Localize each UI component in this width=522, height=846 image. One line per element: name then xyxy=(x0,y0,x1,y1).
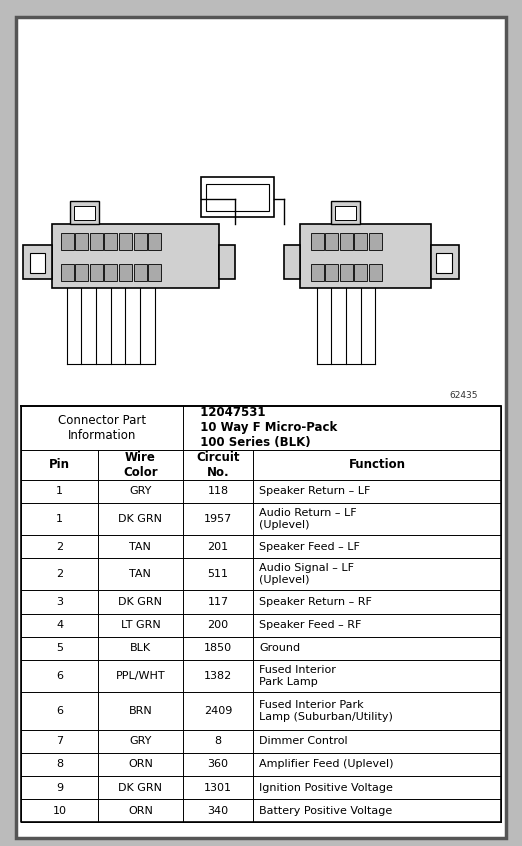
Bar xyxy=(75,264,88,281)
Bar xyxy=(354,233,367,250)
Text: 1382: 1382 xyxy=(204,671,232,681)
Text: Fused Interior
Park Lamp: Fused Interior Park Lamp xyxy=(259,665,336,687)
Text: Pin: Pin xyxy=(49,459,70,471)
Bar xyxy=(201,177,274,217)
Text: Circuit
No.: Circuit No. xyxy=(196,451,240,479)
Text: Audio Return – LF
(Uplevel): Audio Return – LF (Uplevel) xyxy=(259,508,357,530)
Text: 3: 3 xyxy=(56,597,63,607)
Bar xyxy=(148,233,161,250)
Bar xyxy=(331,201,360,224)
Bar xyxy=(148,264,161,281)
Bar xyxy=(23,245,52,279)
Text: 2409: 2409 xyxy=(204,706,232,716)
Text: 511: 511 xyxy=(207,569,229,580)
Text: Wire
Color: Wire Color xyxy=(123,451,158,479)
Bar xyxy=(61,264,74,281)
Bar xyxy=(311,264,324,281)
Bar xyxy=(74,206,95,220)
Text: ORN: ORN xyxy=(128,805,153,816)
Text: LT GRN: LT GRN xyxy=(121,620,160,630)
Bar xyxy=(104,264,117,281)
Bar xyxy=(134,233,147,250)
Bar xyxy=(134,264,147,281)
Bar xyxy=(431,245,459,279)
Bar xyxy=(284,245,300,279)
Text: 1301: 1301 xyxy=(204,783,232,793)
Text: 4: 4 xyxy=(56,620,63,630)
Text: DK GRN: DK GRN xyxy=(118,783,162,793)
Text: GRY: GRY xyxy=(129,736,151,746)
Text: DK GRN: DK GRN xyxy=(118,514,162,524)
Bar xyxy=(354,264,367,281)
Text: 340: 340 xyxy=(207,805,229,816)
Text: Function: Function xyxy=(349,459,406,471)
Text: DK GRN: DK GRN xyxy=(118,597,162,607)
Text: 200: 200 xyxy=(207,620,229,630)
Text: BLK: BLK xyxy=(130,643,151,653)
Text: Fused Interior Park
Lamp (Suburban/Utility): Fused Interior Park Lamp (Suburban/Utili… xyxy=(259,700,393,722)
Text: Ground: Ground xyxy=(259,643,301,653)
Text: 62435: 62435 xyxy=(449,391,478,400)
Bar xyxy=(369,264,382,281)
Text: 118: 118 xyxy=(207,486,229,496)
Text: Connector Part
Information: Connector Part Information xyxy=(58,414,146,442)
Text: PPL/WHT: PPL/WHT xyxy=(115,671,165,681)
Text: 12047531
  10 Way F Micro-Pack
  100 Series (BLK): 12047531 10 Way F Micro-Pack 100 Series … xyxy=(192,406,337,449)
Text: TAN: TAN xyxy=(129,569,151,580)
Text: Amplifier Feed (Uplevel): Amplifier Feed (Uplevel) xyxy=(259,760,394,769)
Bar xyxy=(119,264,132,281)
Text: 1850: 1850 xyxy=(204,643,232,653)
Text: Speaker Feed – LF: Speaker Feed – LF xyxy=(259,541,360,552)
Bar xyxy=(104,233,117,250)
Bar xyxy=(340,264,353,281)
Bar xyxy=(119,233,132,250)
Bar xyxy=(340,233,353,250)
Text: 10: 10 xyxy=(53,805,66,816)
Text: Battery Positive Voltage: Battery Positive Voltage xyxy=(259,805,393,816)
Text: 8: 8 xyxy=(56,760,63,769)
Text: 201: 201 xyxy=(207,541,229,552)
Text: Speaker Return – LF: Speaker Return – LF xyxy=(259,486,371,496)
Text: ORN: ORN xyxy=(128,760,153,769)
Bar xyxy=(335,206,356,220)
Text: 117: 117 xyxy=(207,597,229,607)
Text: GRY: GRY xyxy=(129,486,151,496)
Text: Speaker Feed – RF: Speaker Feed – RF xyxy=(259,620,362,630)
Text: 1: 1 xyxy=(56,486,63,496)
Bar xyxy=(436,253,452,273)
Bar xyxy=(52,224,219,288)
Text: 5: 5 xyxy=(56,643,63,653)
Text: 360: 360 xyxy=(207,760,229,769)
Bar xyxy=(300,224,431,288)
Bar xyxy=(70,201,99,224)
Bar xyxy=(30,253,45,273)
Text: Ignition Positive Voltage: Ignition Positive Voltage xyxy=(259,783,393,793)
Bar xyxy=(219,245,235,279)
Text: 9: 9 xyxy=(56,783,63,793)
Text: 2: 2 xyxy=(56,541,63,552)
Text: Dimmer Control: Dimmer Control xyxy=(259,736,348,746)
Text: 7: 7 xyxy=(56,736,63,746)
Text: 6: 6 xyxy=(56,706,63,716)
Bar xyxy=(369,233,382,250)
Text: 6: 6 xyxy=(56,671,63,681)
Bar xyxy=(61,233,74,250)
Text: 8: 8 xyxy=(215,736,221,746)
Bar xyxy=(75,233,88,250)
Text: 1: 1 xyxy=(56,514,63,524)
Text: 2: 2 xyxy=(56,569,63,580)
Bar xyxy=(90,264,103,281)
Text: Speaker Return – RF: Speaker Return – RF xyxy=(259,597,372,607)
Bar xyxy=(311,233,324,250)
Text: BRN: BRN xyxy=(128,706,152,716)
Bar xyxy=(325,233,338,250)
Bar xyxy=(90,233,103,250)
Bar xyxy=(206,184,269,211)
Text: 1957: 1957 xyxy=(204,514,232,524)
Bar xyxy=(325,264,338,281)
Text: Audio Signal – LF
(Uplevel): Audio Signal – LF (Uplevel) xyxy=(259,563,354,585)
Text: TAN: TAN xyxy=(129,541,151,552)
